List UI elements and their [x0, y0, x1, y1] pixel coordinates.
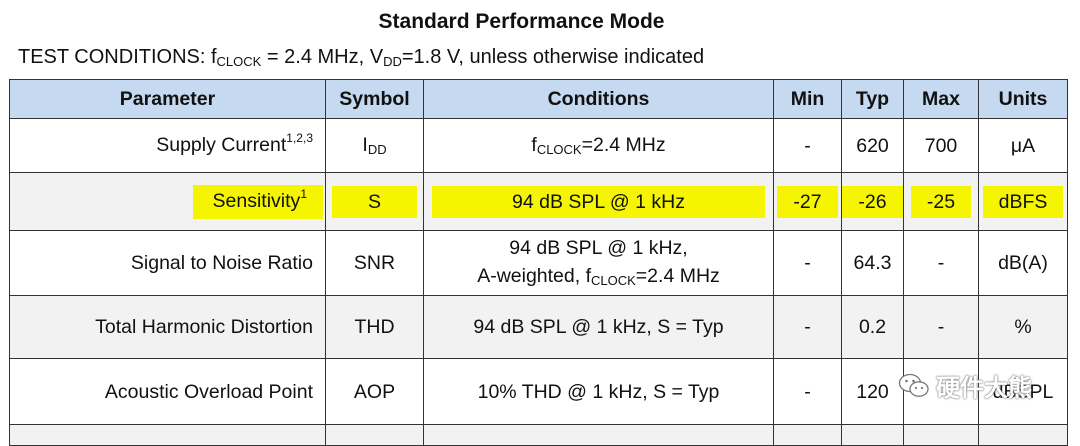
highlight-marker: Sensitivity1 [192, 184, 323, 219]
max-cell: -25 [903, 172, 979, 231]
symbol-cell: SNR [325, 230, 424, 296]
header-max: Max [903, 79, 979, 119]
cond-subscript: CLOCK [591, 273, 636, 288]
cond-line1: 94 dB SPL @ 1 kHz, [509, 237, 688, 259]
symbol-cell: IDD [325, 118, 424, 173]
min-cell: - [773, 295, 842, 359]
table-row: Acoustic Overload Point AOP 10% THD @ 1 … [9, 358, 1068, 425]
header-parameter: Parameter [9, 79, 326, 119]
typ-cell: 0.2 [841, 295, 904, 359]
min-cell: -27 [773, 172, 842, 231]
cond-line2-post: =2.4 MHz [635, 265, 720, 287]
typ-cell: 64.3 [841, 230, 904, 296]
param-cell: Acoustic Overload Point [9, 358, 326, 425]
typ-cell: 120 [841, 358, 904, 425]
cond-line2: A-weighted, fCLOCK=2.4 MHz [424, 262, 773, 292]
cond-line2-pre: A-weighted, f [477, 265, 591, 287]
table-header-row: Parameter Symbol Conditions Min Typ Max … [9, 79, 1068, 119]
conditions-cell: 94 dB SPL @ 1 kHz [423, 172, 774, 231]
table-row: Total Harmonic Distortion THD 94 dB SPL … [9, 295, 1068, 359]
conditions-cell: 94 dB SPL @ 1 kHz, A-weighted, fCLOCK=2.4… [423, 230, 774, 296]
symbol: S [331, 185, 417, 218]
min-cell: - [773, 118, 842, 173]
wechat-icon [898, 373, 929, 397]
vdd-value: =1.8 V, unless otherwise indicated [401, 46, 705, 68]
empty-cell [841, 424, 904, 446]
vdd-subscript: DD [383, 54, 402, 69]
units-cell: μA [978, 118, 1068, 173]
param-cell: Signal to Noise Ratio [9, 230, 326, 296]
table-row: Signal to Noise Ratio SNR 94 dB SPL @ 1 … [9, 230, 1068, 296]
footnote-ref: 1 [300, 186, 307, 201]
test-conditions: TEST CONDITIONS: fCLOCK = 2.4 MHz, VDD=1… [18, 46, 704, 69]
header-conditions: Conditions [423, 79, 774, 119]
min-value: -27 [777, 185, 838, 218]
typ-value: -26 [842, 185, 903, 218]
clock-subscript: CLOCK [216, 54, 262, 69]
empty-cell [773, 424, 842, 446]
cond-post: =2.4 MHz [581, 133, 666, 156]
units-cell: dB(A) [978, 230, 1068, 296]
watermark: 硬件大熊 [898, 368, 1032, 403]
symbol-subscript: DD [367, 141, 387, 157]
symbol: I [362, 133, 368, 156]
max-cell: 700 [903, 118, 979, 173]
header-symbol: Symbol [325, 79, 424, 119]
header-min: Min [773, 79, 842, 119]
param-name: Sensitivity [212, 189, 301, 212]
empty-cell [423, 424, 774, 446]
symbol-cell: AOP [325, 358, 424, 425]
cond-pre: f [531, 133, 537, 156]
symbol-cell: S [325, 172, 424, 231]
conditions-cell: fCLOCK=2.4 MHz [423, 118, 774, 173]
empty-cell [978, 424, 1068, 446]
min-cell: - [773, 230, 842, 296]
header-units: Units [978, 79, 1068, 119]
min-cell: - [773, 358, 842, 425]
table-row: Supply Current1,2,3 IDD fCLOCK=2.4 MHz -… [9, 118, 1068, 173]
watermark-text: 硬件大熊 [936, 375, 1032, 402]
conditions: 94 dB SPL @ 1 kHz [432, 185, 765, 218]
units-value: dBFS [982, 185, 1064, 218]
empty-cell [325, 424, 424, 446]
max-cell: - [903, 295, 979, 359]
empty-cell [903, 424, 979, 446]
param-name: Supply Current [156, 133, 287, 156]
table-row-partial [9, 424, 1068, 446]
param-cell: Sensitivity1 [9, 172, 326, 231]
conditions-cell: 94 dB SPL @ 1 kHz, S = Typ [423, 295, 774, 359]
page-title: Standard Performance Mode [378, 10, 665, 33]
param-cell: Total Harmonic Distortion [9, 295, 326, 359]
max-cell [903, 358, 979, 425]
max-value: -25 [910, 185, 972, 218]
symbol-cell: THD [325, 295, 424, 359]
conditions-prefix: TEST CONDITIONS: f [18, 46, 217, 68]
units-cell: dBFS [978, 172, 1068, 231]
footnote-ref: 1,2,3 [286, 130, 313, 145]
param-cell: Supply Current1,2,3 [9, 118, 326, 173]
typ-cell: 620 [841, 118, 904, 173]
clock-value: = 2.4 MHz, V [261, 46, 384, 68]
units-cell: dBSPL [978, 358, 1068, 425]
table-row-highlighted: Sensitivity1 S 94 dB SPL @ 1 kHz -27 -26… [9, 172, 1068, 231]
units-cell: % [978, 295, 1068, 359]
header-typ: Typ [841, 79, 904, 119]
empty-cell [9, 424, 326, 446]
cond-subscript: CLOCK [536, 141, 582, 157]
max-cell: - [903, 230, 979, 296]
conditions-cell: 10% THD @ 1 kHz, S = Typ [423, 358, 774, 425]
typ-cell: -26 [841, 172, 904, 231]
